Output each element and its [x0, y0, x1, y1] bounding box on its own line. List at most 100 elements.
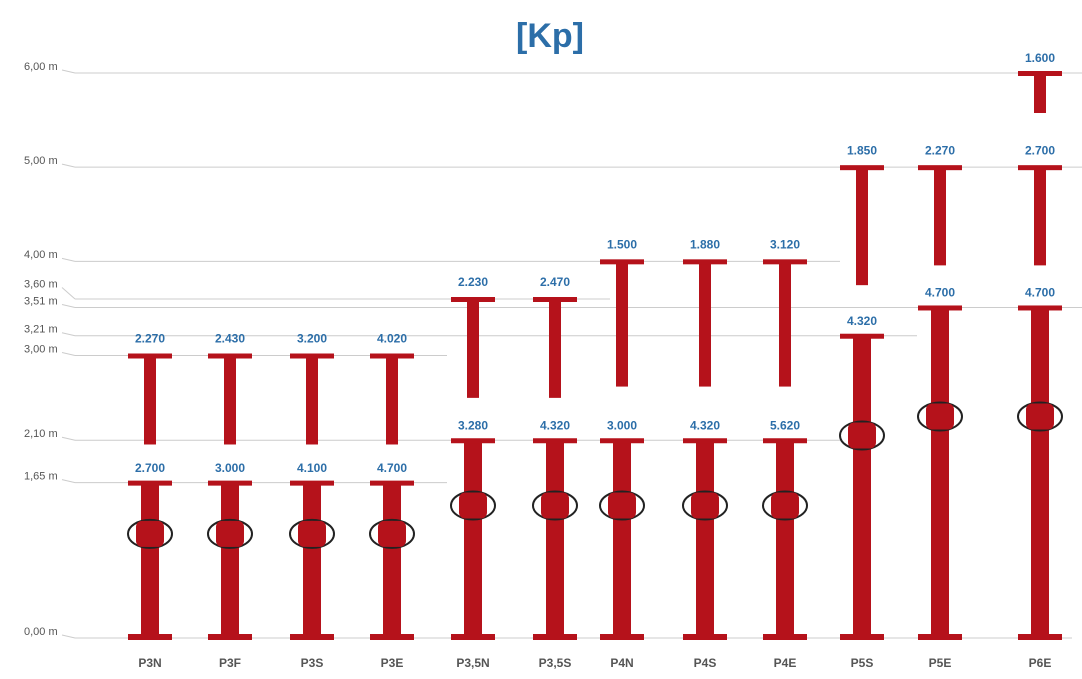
nut: [450, 490, 496, 521]
nut-body: [848, 422, 876, 449]
inner-tube: [386, 355, 398, 445]
inner-tube: [467, 299, 479, 398]
inner-tube: [699, 261, 711, 387]
collar-plate: [763, 438, 807, 444]
head-plate: [533, 297, 577, 302]
tick-connector: [61, 332, 76, 337]
tick-connector: [61, 479, 76, 484]
head-plate: [600, 259, 644, 265]
base-plate: [451, 634, 495, 640]
head-plate: [1018, 165, 1062, 171]
load-label: 2.230: [458, 275, 488, 289]
inner-tube: [856, 167, 868, 286]
nut: [369, 518, 415, 549]
nut-body: [459, 492, 487, 519]
tick-connector: [61, 634, 76, 639]
outer-tube: [221, 482, 239, 638]
load-label: 4.320: [540, 418, 570, 432]
nut-body: [691, 492, 719, 519]
head-plate: [451, 297, 495, 302]
x-tick-label: P5E: [929, 656, 952, 670]
x-tick-label: P3,5S: [539, 656, 572, 670]
tick-connector: [61, 69, 76, 74]
x-tick-label: P3F: [219, 656, 241, 670]
load-label: 4.100: [297, 461, 327, 475]
load-label: 2.700: [135, 461, 165, 475]
load-label: 4.320: [847, 314, 877, 328]
load-label: 4.700: [925, 286, 955, 300]
extension-plate: [1018, 71, 1062, 76]
collar-plate: [683, 438, 727, 444]
head-plate: [128, 353, 172, 359]
nut-body: [1026, 403, 1054, 430]
nut: [917, 401, 963, 432]
nut-body: [926, 403, 954, 430]
head-plate: [918, 165, 962, 171]
y-tick-label: 4,00 m: [24, 249, 58, 261]
extension-tube: [1034, 73, 1046, 113]
load-label: 1.500: [607, 238, 637, 252]
outer-tube: [303, 482, 321, 638]
load-label: 4.700: [1025, 286, 1055, 300]
tick-connector: [61, 436, 76, 441]
x-tick-label: P3N: [138, 656, 161, 670]
collar-plate: [533, 438, 577, 444]
nut: [762, 490, 808, 521]
inner-tube: [1034, 167, 1046, 266]
load-label: 3.000: [607, 418, 637, 432]
outer-tube: [464, 440, 482, 638]
head-plate: [290, 353, 334, 359]
tick-connector: [61, 257, 76, 262]
nut: [839, 420, 885, 451]
y-tick-label: 0,00 m: [24, 626, 58, 638]
x-tick-label: P4N: [610, 656, 633, 670]
nut: [207, 518, 253, 549]
nut-body: [378, 520, 406, 547]
load-label: 1.850: [847, 143, 877, 157]
head-plate: [208, 353, 252, 359]
base-plate: [128, 634, 172, 640]
load-label: 3.280: [458, 418, 488, 432]
base-plate: [600, 634, 644, 640]
nut-body: [298, 520, 326, 547]
base-plate: [918, 634, 962, 640]
outer-tube: [696, 440, 714, 638]
tick-connector: [61, 287, 76, 300]
y-tick-label: 3,21 m: [24, 324, 58, 336]
load-label: 3.200: [297, 332, 327, 346]
load-label: 4.320: [690, 418, 720, 432]
nut-body: [608, 492, 636, 519]
load-label: 2.700: [1025, 143, 1055, 157]
inner-tube: [934, 167, 946, 266]
inner-tube: [616, 261, 628, 387]
y-tick-label: 1,65 m: [24, 471, 58, 483]
y-tick-label: 5,00 m: [24, 155, 58, 167]
outer-tube: [1031, 307, 1049, 638]
tick-connector: [61, 303, 76, 308]
load-label: 3.000: [215, 461, 245, 475]
load-label: 1.600: [1025, 51, 1055, 65]
load-label: 2.270: [135, 332, 165, 346]
load-label: 4.020: [377, 332, 407, 346]
load-label: 2.470: [540, 275, 570, 289]
inner-tube: [549, 299, 561, 398]
nut: [532, 490, 578, 521]
base-plate: [1018, 634, 1062, 640]
head-plate: [370, 353, 414, 359]
collar-plate: [290, 480, 334, 486]
x-tick-label: P3,5N: [456, 656, 489, 670]
inner-tube: [779, 261, 791, 387]
nut: [599, 490, 645, 521]
x-tick-label: P4E: [774, 656, 797, 670]
base-plate: [763, 634, 807, 640]
load-label: 2.270: [925, 143, 955, 157]
nut-body: [541, 492, 569, 519]
collar-plate: [128, 480, 172, 486]
tick-connector: [61, 163, 76, 168]
collar-plate: [840, 333, 884, 339]
head-plate: [683, 259, 727, 265]
outer-tube: [853, 335, 871, 638]
outer-tube: [613, 440, 631, 638]
head-plate: [840, 165, 884, 171]
